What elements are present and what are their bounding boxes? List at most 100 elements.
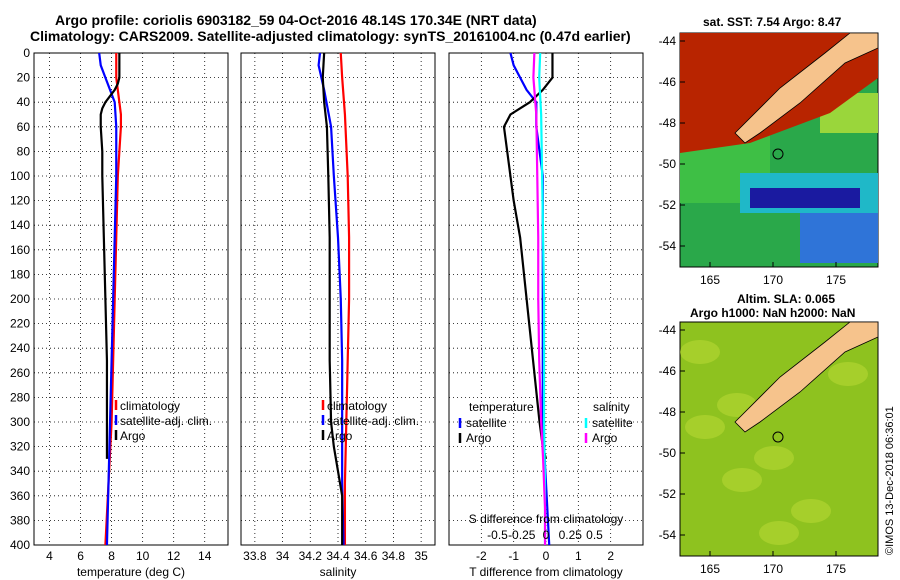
series-line-climatology bbox=[104, 53, 123, 546]
x-tick-label: 10 bbox=[136, 549, 150, 563]
secondary-axis-label: S difference from climatology bbox=[469, 512, 624, 526]
imos-stamp: ©IMOS 13-Dec-2018 06:36:01 bbox=[884, 406, 896, 555]
x-tick-label: 34.4 bbox=[326, 549, 350, 563]
lat-tick-label: -46 bbox=[659, 364, 677, 378]
x-axis-label: T difference from climatology bbox=[469, 565, 623, 579]
sla-patch bbox=[828, 362, 868, 386]
y-tick-label: 120 bbox=[10, 194, 30, 208]
x-tick-label: 14 bbox=[198, 549, 212, 563]
y-tick-label: 80 bbox=[17, 144, 31, 158]
secondary-tick-label: 0.5 bbox=[586, 528, 603, 542]
secondary-tick-label: 0.25 bbox=[559, 528, 583, 542]
land-new-zealand bbox=[734, 321, 879, 433]
x-tick-label: 34 bbox=[276, 549, 290, 563]
lat-tick-label: -44 bbox=[659, 34, 677, 48]
legend-label: satellite bbox=[466, 416, 507, 430]
sla-patch bbox=[759, 521, 799, 545]
y-tick-label: 0 bbox=[23, 46, 30, 60]
y-tick-label: 260 bbox=[10, 366, 30, 380]
y-tick-label: 20 bbox=[17, 71, 31, 85]
legend-title-temperature: temperature bbox=[469, 400, 534, 414]
lat-tick-label: -52 bbox=[659, 198, 677, 212]
series-line-argo bbox=[321, 52, 344, 545]
legend-label: satellite-adj. clim. bbox=[327, 414, 419, 428]
legend-label: satellite bbox=[592, 416, 633, 430]
x-axis-label: temperature (deg C) bbox=[77, 565, 185, 579]
lon-tick-label: 175 bbox=[826, 273, 846, 287]
lat-tick-label: -50 bbox=[659, 446, 677, 460]
x-tick-label: 0 bbox=[543, 549, 550, 563]
sla-patch bbox=[722, 468, 762, 492]
y-tick-label: 320 bbox=[10, 440, 30, 454]
series-line-argo bbox=[99, 53, 121, 459]
argo-position-marker bbox=[772, 148, 784, 160]
legend-title-salinity: salinity bbox=[593, 400, 630, 414]
x-tick-label: 4 bbox=[46, 549, 53, 563]
sla-patch bbox=[680, 340, 720, 364]
series-line-salinity-satellite bbox=[538, 52, 547, 545]
legend-label: Argo bbox=[120, 429, 146, 443]
x-tick-label: -1 bbox=[508, 549, 519, 563]
legend-label: climatology bbox=[327, 399, 387, 413]
sla-patch bbox=[754, 446, 794, 470]
y-tick-label: 140 bbox=[10, 218, 30, 232]
sst-map bbox=[679, 32, 879, 268]
sst-patch bbox=[750, 188, 860, 208]
x-tick-label: 12 bbox=[167, 549, 181, 563]
series-line-climatology bbox=[339, 52, 351, 545]
lon-tick-label: 170 bbox=[763, 273, 783, 287]
y-tick-label: 160 bbox=[10, 243, 30, 257]
series-line-satellite-adj.-clim. bbox=[98, 52, 118, 546]
y-tick-label: 220 bbox=[10, 317, 30, 331]
sla-map-title-line2: Argo h1000: NaN h2000: NaN bbox=[690, 306, 856, 320]
x-axis-label: salinity bbox=[320, 565, 357, 579]
y-tick-label: 180 bbox=[10, 267, 30, 281]
sla-map-title-line1: Altim. SLA: 0.065 bbox=[737, 292, 836, 306]
y-tick-label: 60 bbox=[17, 120, 31, 134]
x-tick-label: 6 bbox=[77, 549, 84, 563]
y-tick-label: 40 bbox=[17, 95, 31, 109]
secondary-tick-label: -0.25 bbox=[508, 528, 536, 542]
y-tick-label: 300 bbox=[10, 415, 30, 429]
y-tick-label: 380 bbox=[10, 513, 30, 527]
legend-label: Argo bbox=[327, 429, 353, 443]
lat-tick-label: -48 bbox=[659, 405, 677, 419]
lat-tick-label: -44 bbox=[659, 323, 677, 337]
lon-tick-label: 175 bbox=[826, 562, 846, 576]
secondary-tick-label: 0 bbox=[543, 528, 550, 542]
legend-label: Argo bbox=[466, 431, 492, 445]
chart-title-line2: Climatology: CARS2009. Satellite-adjuste… bbox=[30, 28, 631, 44]
lat-tick-label: -54 bbox=[659, 528, 677, 542]
sla-patch bbox=[685, 415, 725, 439]
y-tick-label: 360 bbox=[10, 489, 30, 503]
lat-tick-label: -48 bbox=[659, 116, 677, 130]
sla-patch bbox=[791, 499, 831, 523]
lon-tick-label: 165 bbox=[700, 562, 720, 576]
y-tick-label: 400 bbox=[10, 538, 30, 552]
legend-label: satellite-adj. clim. bbox=[120, 414, 212, 428]
y-tick-label: 240 bbox=[10, 341, 30, 355]
lat-tick-label: -52 bbox=[659, 487, 677, 501]
lon-tick-label: 170 bbox=[763, 562, 783, 576]
x-tick-label: 33.8 bbox=[243, 549, 267, 563]
x-tick-label: -2 bbox=[476, 549, 487, 563]
sst-map-title: sat. SST: 7.54 Argo: 8.47 bbox=[703, 15, 842, 29]
argo-position-marker bbox=[772, 431, 784, 443]
series-line-temperature-argo bbox=[502, 53, 554, 460]
x-tick-label: 34.8 bbox=[382, 549, 406, 563]
land-new-zealand bbox=[734, 32, 879, 144]
chart-title-line1: Argo profile: coriolis 6903182_59 04-Oct… bbox=[55, 12, 537, 28]
sla-map bbox=[679, 321, 879, 557]
series-line-salinity-argo bbox=[532, 52, 547, 545]
legend-label: climatology bbox=[120, 399, 180, 413]
x-tick-label: 8 bbox=[108, 549, 115, 563]
secondary-tick-label: -0.5 bbox=[487, 528, 508, 542]
y-tick-label: 200 bbox=[10, 292, 30, 306]
lat-tick-label: -50 bbox=[659, 157, 677, 171]
y-tick-label: 100 bbox=[10, 169, 30, 183]
x-tick-label: 1 bbox=[575, 549, 582, 563]
x-tick-label: 35 bbox=[414, 549, 428, 563]
x-tick-label: 34.2 bbox=[299, 549, 323, 563]
x-tick-label: 2 bbox=[607, 549, 614, 563]
